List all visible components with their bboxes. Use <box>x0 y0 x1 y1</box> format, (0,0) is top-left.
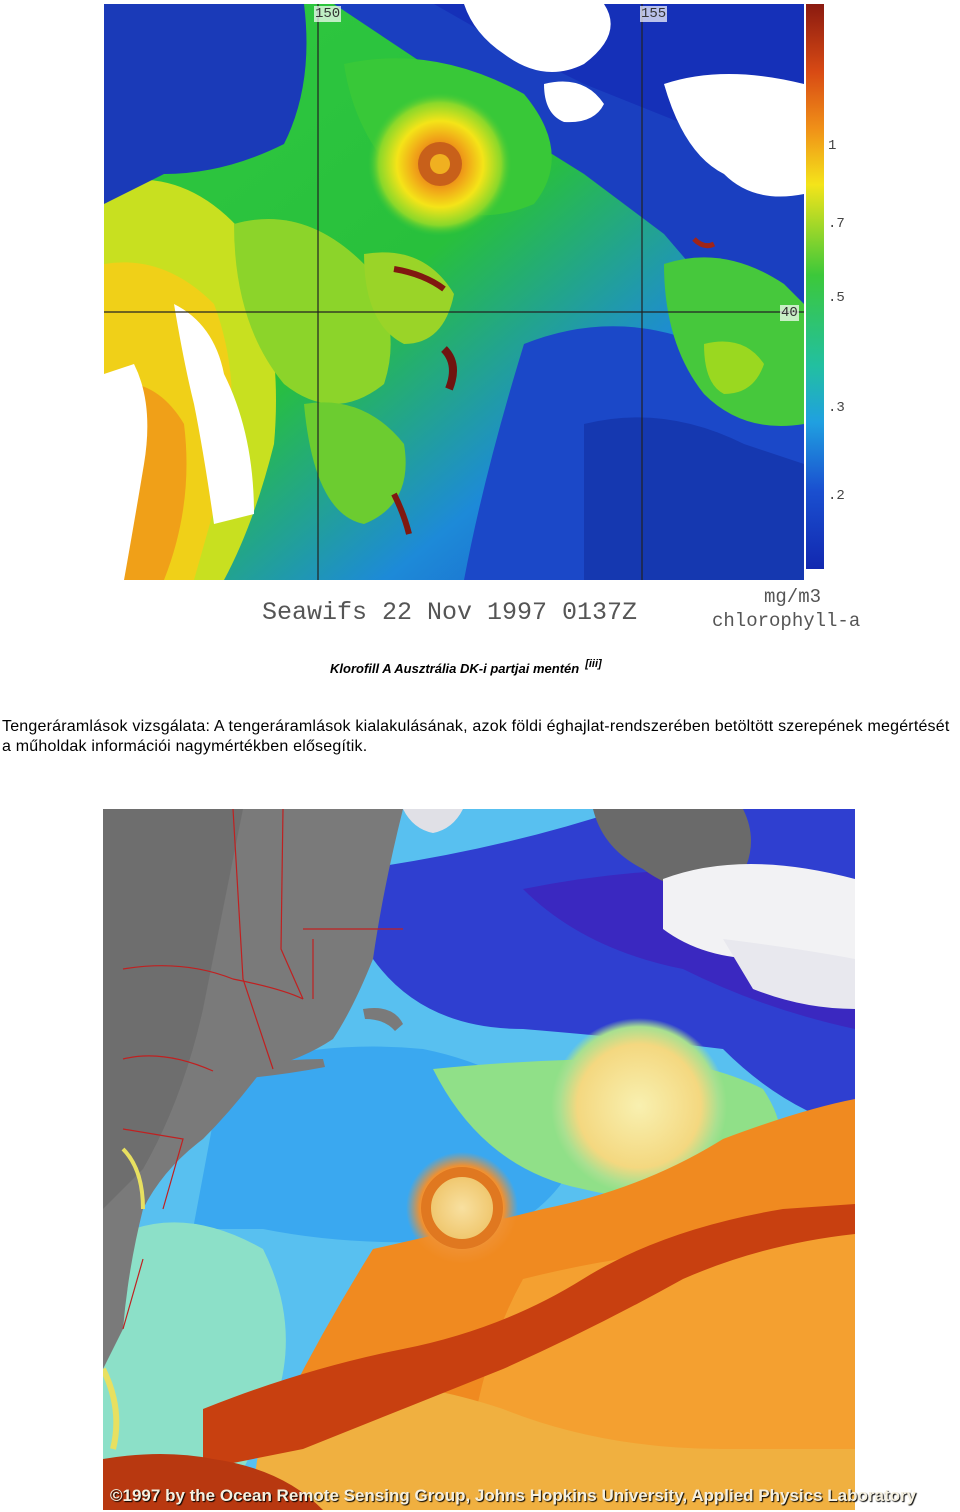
grid-label-40: 40 <box>780 305 799 321</box>
caption-text: Klorofill A Ausztrália DK-i partjai ment… <box>330 661 580 676</box>
scale-tick-1: 1 <box>828 138 837 154</box>
chlorophyll-color-scale <box>806 4 824 569</box>
scale-tick-0-3: .3 <box>828 400 845 416</box>
figure-caption: Klorofill A Ausztrália DK-i partjai ment… <box>330 658 602 676</box>
chlorophyll-satellite-map <box>104 4 804 580</box>
sea-surface-temperature-map <box>103 809 855 1510</box>
scale-tick-0-2: .2 <box>828 488 845 504</box>
grid-label-155: 155 <box>640 6 668 22</box>
satellite-stamp: Seawifs 22 Nov 1997 0137Z <box>262 598 638 627</box>
body-paragraph: Tengeráramlások vizsgálata: A tengeráram… <box>2 718 950 755</box>
caption-reference: [iii] <box>585 658 602 670</box>
figure-chlorophyll-map: 150 155 40 1 .7 .5 .3 .2 Seawifs 22 Nov … <box>0 0 960 640</box>
units-label: mg/m3 <box>764 586 822 608</box>
scale-tick-0-7: .7 <box>828 216 845 232</box>
image-credit: ©1997 by the Ocean Remote Sensing Group,… <box>110 1486 917 1505</box>
scale-tick-0-5: .5 <box>828 290 845 306</box>
grid-label-150: 150 <box>314 6 342 22</box>
units-substance-label: chlorophyll-a <box>712 610 861 632</box>
